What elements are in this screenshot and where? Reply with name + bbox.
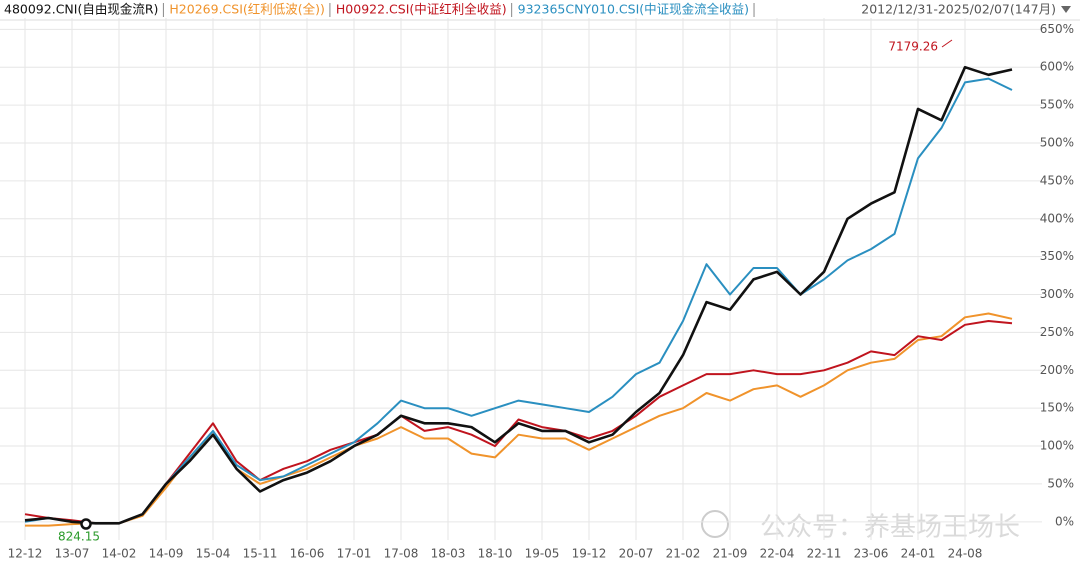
- annotation-leader: [941, 39, 953, 48]
- date-range: 2012/12/31-2025/02/07(147月): [861, 2, 1056, 17]
- x-tick-label: 21-02: [666, 547, 701, 561]
- annotation-marker: [80, 518, 92, 530]
- x-tick-label: 15-04: [196, 547, 231, 561]
- y-tick-label: 600%: [1040, 60, 1074, 74]
- legend-entry: 932365CNY010.CSI(中证现金流全收益): [518, 2, 749, 17]
- x-tick-label: 20-07: [619, 547, 654, 561]
- x-tick-label: 24-08: [948, 547, 983, 561]
- y-tick-label: 0%: [1055, 514, 1074, 528]
- x-tick-label: 24-01: [901, 547, 936, 561]
- x-tick-label: 14-02: [102, 547, 137, 561]
- y-tick-label: 350%: [1040, 249, 1074, 263]
- y-tick-label: 300%: [1040, 287, 1074, 301]
- x-tick-label: 17-01: [337, 547, 372, 561]
- grid-layer: [0, 18, 1042, 540]
- x-tick-label: 14-09: [149, 547, 184, 561]
- y-tick-label: 150%: [1040, 401, 1074, 415]
- y-tick-label: 100%: [1040, 439, 1074, 453]
- legend-entry: H00922.CSI(中证红利全收益): [336, 2, 507, 17]
- x-tick-label: 17-08: [384, 547, 419, 561]
- series-line: [24, 320, 1013, 525]
- x-tick-label: 18-03: [431, 547, 466, 561]
- legend-entry: 480092.CNI(自由现金流R): [4, 2, 158, 17]
- watermark: 公众号：养基场王场长: [760, 513, 1020, 543]
- x-tick-label: 18-10: [478, 547, 513, 561]
- x-tick-label: 19-05: [525, 547, 560, 561]
- x-tick-label: 22-11: [807, 547, 842, 561]
- x-tick-label: 12-12: [8, 547, 43, 561]
- y-tick-label: 650%: [1040, 22, 1074, 36]
- y-tick-label: 500%: [1040, 136, 1074, 150]
- legend-entry: H20269.CSI(红利低波(全)): [169, 2, 325, 17]
- annotation: 824.15: [58, 530, 100, 544]
- x-tick-label: 23-06: [854, 547, 889, 561]
- y-tick-label: 400%: [1040, 211, 1074, 225]
- y-tick-label: 200%: [1040, 363, 1074, 377]
- series-line: [24, 77, 1013, 525]
- series-line: [24, 65, 1013, 525]
- y-tick-label: 50%: [1047, 476, 1074, 490]
- x-tick-label: 15-11: [243, 547, 278, 561]
- watermark-icon: [701, 510, 729, 538]
- y-tick-label: 450%: [1040, 173, 1074, 187]
- annotation: 7179.26: [888, 40, 938, 54]
- x-tick-label: 16-06: [290, 547, 325, 561]
- y-tick-label: 250%: [1040, 325, 1074, 339]
- y-tick-label: 550%: [1040, 98, 1074, 112]
- x-tick-label: 19-12: [572, 547, 607, 561]
- x-tick-label: 13-07: [55, 547, 90, 561]
- x-tick-label: 22-04: [760, 547, 795, 561]
- dropdown-icon[interactable]: [1061, 6, 1071, 13]
- x-tick-label: 21-09: [713, 547, 748, 561]
